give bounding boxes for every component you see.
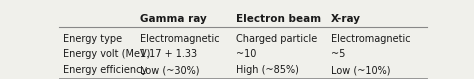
Text: Energy volt (MeV): Energy volt (MeV) <box>63 49 150 59</box>
Text: Electron beam: Electron beam <box>236 14 321 24</box>
Text: X-ray: X-ray <box>331 14 361 24</box>
Text: Low (~30%): Low (~30%) <box>140 65 200 75</box>
Text: Charged particle: Charged particle <box>236 34 317 44</box>
Text: Energy type: Energy type <box>63 34 122 44</box>
Text: Low (~10%): Low (~10%) <box>331 65 391 75</box>
Text: 1.17 + 1.33: 1.17 + 1.33 <box>140 49 197 59</box>
Text: ~10: ~10 <box>236 49 256 59</box>
Text: ~5: ~5 <box>331 49 346 59</box>
Text: Gamma ray: Gamma ray <box>140 14 207 24</box>
Text: Electromagnetic: Electromagnetic <box>331 34 410 44</box>
Text: High (~85%): High (~85%) <box>236 65 299 75</box>
Text: Energy efficiency: Energy efficiency <box>63 65 147 75</box>
Text: Electromagnetic: Electromagnetic <box>140 34 219 44</box>
